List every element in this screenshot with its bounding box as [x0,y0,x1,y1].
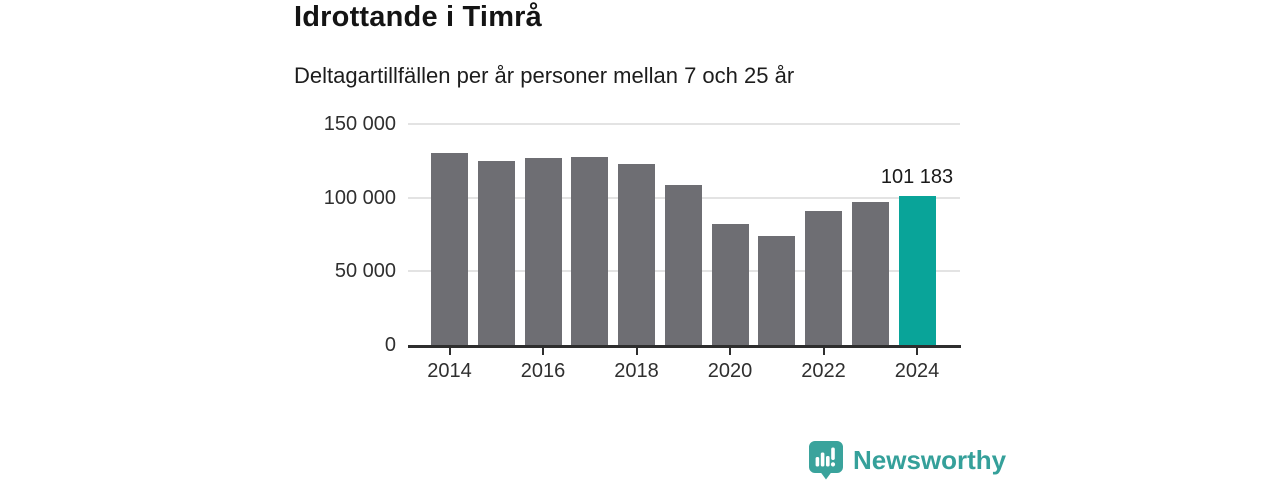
bar [477,160,515,345]
x-axis-line [408,345,961,348]
bar [664,184,702,345]
chart-title: Idrottande i Timrå [294,1,542,33]
newsworthy-wordmark: Newsworthy [853,445,1007,475]
newsworthy-logo-icon [809,441,843,480]
x-axis-tick [729,348,731,355]
x-axis-tick [822,348,825,355]
bar [571,157,609,345]
gridline [408,123,960,125]
bar [851,202,889,345]
y-axis-label: 0 [384,334,396,356]
x-axis-tick [448,348,451,355]
bar-chart-plot: 0 50 000 100 000 150 000 101 183 2014 2016 2018… [323,113,961,382]
x-axis-tick [542,348,544,355]
x-axis-label: 2016 [520,360,566,382]
y-axis-label: 100 000 [323,186,396,209]
x-axis-label: 2014 [427,360,472,382]
x-axis-label: 2018 [614,360,659,382]
bar-highlighted [898,195,936,345]
newsworthy-logo: Newsworthy [808,440,1006,480]
x-axis-tick [916,348,918,355]
bar [431,152,468,345]
bar [711,224,749,345]
bar [524,157,562,345]
x-axis-tick [635,348,638,355]
x-axis-label: 2020 [707,360,753,382]
bar-value-label: 101 183 [880,165,954,188]
y-axis-label: 150 000 [323,113,396,135]
bar [758,235,796,345]
x-axis-label: 2024 [894,360,940,382]
bar [805,211,842,345]
x-axis-label: 2022 [801,360,846,382]
chart-subtitle: Deltagartillfällen per år personer mella… [294,63,795,88]
bar [618,163,655,345]
y-axis-label: 50 000 [334,260,396,283]
